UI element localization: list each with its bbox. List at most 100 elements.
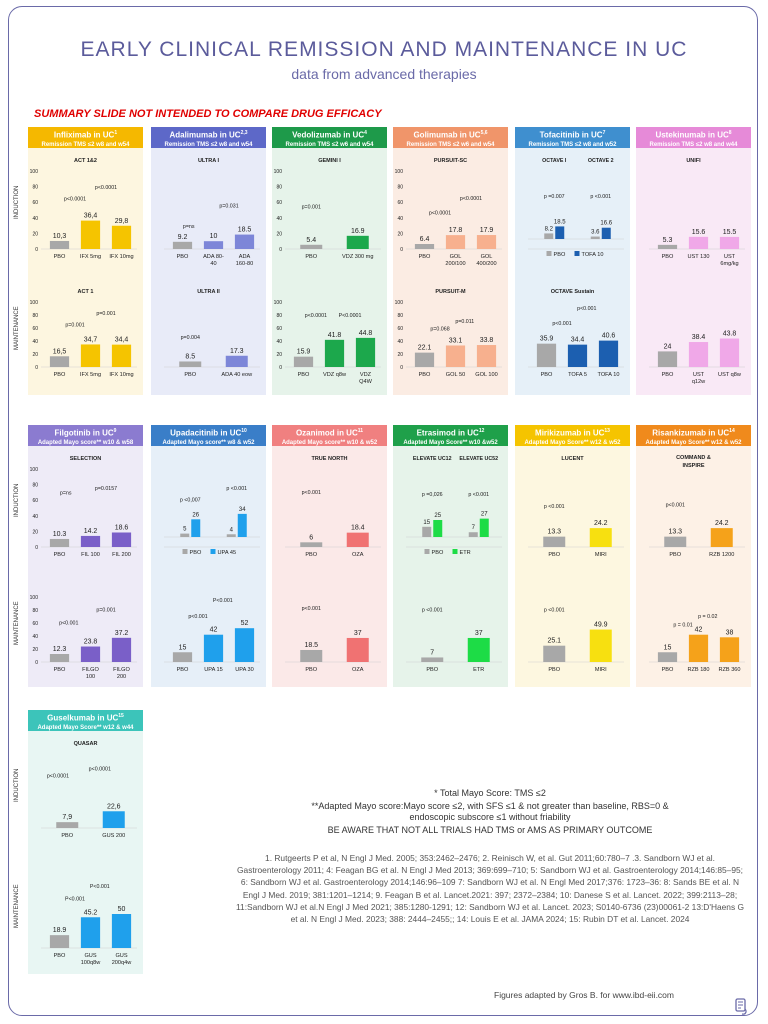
induction-pvalue: p <0.001 xyxy=(544,504,565,510)
maintenance-value-label: 22.1 xyxy=(418,345,432,352)
induction-category-label: 160-80 xyxy=(236,261,253,267)
induction-chart-upadacitinib: 5 26 4 34 p <0,007 p <0.001 PBO UPA 45 xyxy=(164,486,260,556)
drug-name: Filgotinib in UC9 xyxy=(54,428,117,438)
maintenance-value-label: 16,5 xyxy=(53,348,67,355)
maintenance-chart-guselkumab: 18.9PBO45.2GUS100q8w50GUS200q4wP<0.001P<… xyxy=(41,884,137,966)
maintenance-category-label: 100q8w xyxy=(81,960,102,966)
induction-category-label: GOL xyxy=(450,254,462,260)
induction-ytick: 80 xyxy=(32,185,38,191)
induction-value-label: 10 xyxy=(210,233,218,240)
maintenance-chart-vedolizumab: 0 20 40 60 80 100 15.9 PBO 41.8 VDZ q8w 44.8 VDZQ4W… xyxy=(274,300,381,385)
induction-category-label: PBO xyxy=(662,254,674,260)
induction-value-label: 17.8 xyxy=(449,227,463,234)
maintenance-category-label: UST q8w xyxy=(718,372,742,378)
induction-value-label: 24.2 xyxy=(715,520,729,527)
maintenance-category-label: GOL 50 xyxy=(446,372,465,378)
reference-number: 15 xyxy=(118,713,124,719)
maintenance-category-label: RZB 360 xyxy=(718,667,740,673)
induction-pvalue: p<0.0001 xyxy=(64,197,86,203)
induction-bar-0-1 xyxy=(433,520,443,537)
maintenance-pvalue: p=0.011 xyxy=(455,319,474,325)
induction-category-label: GUS 200 xyxy=(102,833,125,839)
induction-trial-title: PURSUIT-SC xyxy=(434,158,467,164)
induction-pvalue: p=0.001 xyxy=(302,204,321,210)
maintenance-category-label: TOFA 10 xyxy=(598,372,620,378)
panel-header: Ustekinumab in UC8 Remission TMS ≤2 w8 an… xyxy=(636,127,751,148)
induction-category-label: PBO xyxy=(669,552,681,558)
maintenance-value-label: 18.9 xyxy=(53,927,67,934)
induction-ytick: 20 xyxy=(397,231,403,237)
maintenance-ytick: 0 xyxy=(35,660,38,666)
maintenance-pvalue: p<0.001 xyxy=(552,321,571,327)
maintenance-category-label: PBO xyxy=(662,372,674,378)
induction-pvalue: p =0.007 xyxy=(544,194,565,200)
maintenance-bar-2 xyxy=(111,344,132,367)
maintenance-bar-0 xyxy=(179,361,202,367)
maintenance-bar-0 xyxy=(172,652,193,662)
maintenance-pvalue: p = 0.02 xyxy=(698,614,717,620)
induction-bar-1-0 xyxy=(226,534,236,537)
drug-name: Infliximab in UC1 xyxy=(53,130,118,140)
induction-value-label: 10,3 xyxy=(53,233,67,240)
induction-category-label: PBO xyxy=(61,833,73,839)
induction-value-label: 7,9 xyxy=(62,814,72,821)
induction-trial-title: GEMINI I xyxy=(318,158,341,164)
maintenance-category-label: PBO xyxy=(54,667,66,673)
drug-name: Ozanimod in UC11 xyxy=(295,428,364,438)
maintenance-ytick: 60 xyxy=(32,621,38,627)
induction-trial-title: LUCENT xyxy=(561,456,584,462)
maintenance-value-label: 17.3 xyxy=(230,348,244,355)
drug-name: Ustekinumab in UC8 xyxy=(655,130,732,140)
endpoint-definition: Adapted Mayo score** w8 & w52 xyxy=(162,439,255,446)
panel-header: Upadacitinib in UC10 Adapted Mayo score**… xyxy=(151,425,266,446)
induction-bar-0 xyxy=(56,822,79,828)
maintenance-ytick: 80 xyxy=(276,313,282,319)
induction-chart-infliximab: ACT 1&2 0 20 40 60 80 100 10,3 PBO 36,4 IFX 5mg 29,… xyxy=(30,158,137,260)
panel-etrasimod: Etrasimod in UC12 Adapted Mayo Score** w1… xyxy=(393,425,508,687)
induction-trial-title: TRUE NORTH xyxy=(311,456,347,462)
maintenance-chart-infliximab: ACT 1 0 20 40 60 80 100 16,5 PBO 34,7 IFX 5mg 34,4 I… xyxy=(30,289,137,378)
maintenance-value-label: 23.8 xyxy=(84,639,98,646)
induction-value-label: 29,8 xyxy=(115,218,129,225)
induction-category-label: FIL 100 xyxy=(81,552,100,558)
maintenance-bar-1 xyxy=(324,339,345,367)
maintenance-category-label: PBO xyxy=(426,667,438,673)
induction-value-label: 18.4 xyxy=(351,525,365,532)
maintenance-pvalue: P<0.001 xyxy=(90,884,110,890)
endpoint-definition: Adapted Mayo Score** w12 & w52 xyxy=(645,439,742,446)
panel-ozanimod: Ozanimod in UC11 Adapted Mayo score** w10… xyxy=(272,425,387,687)
maintenance-category-label: PBO xyxy=(54,372,66,378)
induction-value-label: 13.3 xyxy=(668,529,682,536)
reference-number: 12 xyxy=(478,428,485,434)
induction-category-label: 200/100 xyxy=(445,261,465,267)
maintenance-chart-etrasimod: 7 PBO 37 ETR p <0.001 xyxy=(406,607,502,673)
maintenance-value-label: 15 xyxy=(179,644,187,651)
maintenance-ytick: 100 xyxy=(30,595,39,601)
reference-number: 4 xyxy=(364,130,367,136)
maintenance-bar-0 xyxy=(536,343,557,367)
induction-legend-swatch xyxy=(546,251,552,256)
induction-ytick: 80 xyxy=(32,483,38,489)
induction-ytick: 0 xyxy=(35,545,38,551)
induction-value-label: 25 xyxy=(434,513,441,519)
endpoint-definition: Remission TMS ≤2 w8 and w54 xyxy=(164,141,253,148)
panel-header: Tofacitinib in UC7 Remission TMS ≤2 w8 an… xyxy=(515,127,630,148)
maintenance-pvalue: P<0.001 xyxy=(65,896,85,902)
maintenance-ytick: 80 xyxy=(32,608,38,614)
induction-trial-title: SELECTION xyxy=(70,456,102,462)
maintenance-ytick: 100 xyxy=(274,300,283,306)
reference-number: 2,3 xyxy=(240,130,248,136)
note-warning: BE AWARE THAT NOT ALL TRIALS HAD TMS or … xyxy=(327,825,653,835)
maintenance-value-label: 33.1 xyxy=(449,337,463,344)
induction-pvalue: p<0.001 xyxy=(302,490,321,496)
maintenance-ytick: 0 xyxy=(35,365,38,371)
maintenance-pvalue: p<0.001 xyxy=(59,620,78,626)
maintenance-value-label: 41.8 xyxy=(328,332,342,339)
panel-header: Filgotinib in UC9 Adapted Mayo score** w1… xyxy=(28,425,143,446)
maintenance-ytick: 80 xyxy=(397,313,403,319)
maintenance-bar-1 xyxy=(346,637,369,662)
induction-value-label: 5 xyxy=(183,527,187,533)
induction-bar-1 xyxy=(710,528,733,547)
maintenance-category-label: FILGO xyxy=(82,667,99,673)
